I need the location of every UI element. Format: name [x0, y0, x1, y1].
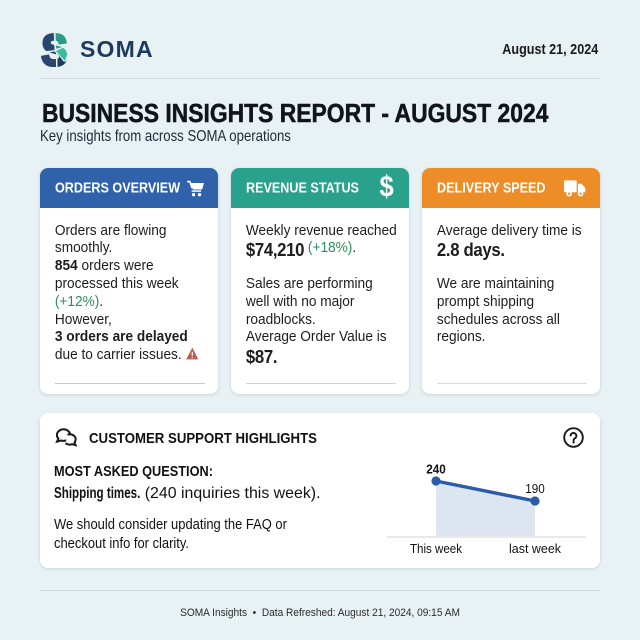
svg-text:S: S [42, 29, 68, 67]
svg-text:S: S [42, 29, 68, 67]
svg-text:S: S [42, 29, 68, 67]
svg-text:240: 240 [426, 462, 446, 477]
svg-text:last week: last week [509, 542, 562, 556]
svg-text:190: 190 [525, 481, 545, 496]
svg-text:This week: This week [410, 542, 463, 556]
